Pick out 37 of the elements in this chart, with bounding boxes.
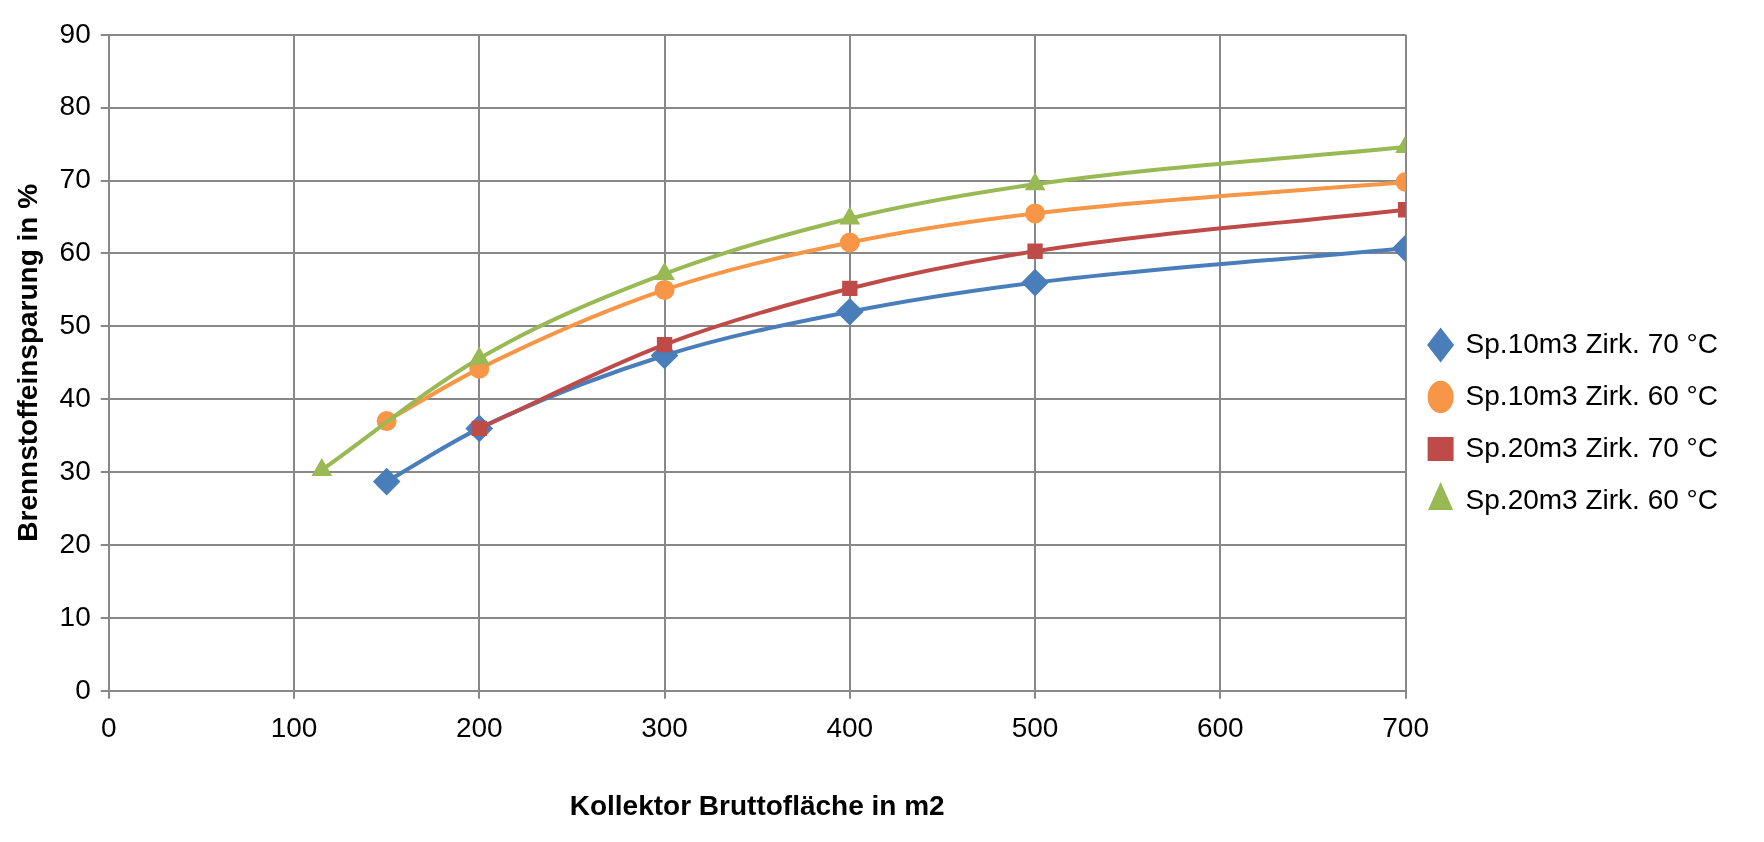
x-tick-label: 400 [826, 712, 874, 744]
point [1022, 269, 1049, 296]
point [1025, 203, 1046, 224]
x-tick-label: 0 [100, 712, 117, 744]
point [1026, 174, 1044, 191]
y-tick-label: 20 [59, 527, 91, 559]
y-tick-label: 10 [59, 600, 91, 632]
legend-label: Sp.10m3 Zirk. 60 °C [1465, 379, 1719, 411]
y-tick-label: 60 [59, 236, 91, 268]
legend-label: Sp.10m3 Zirk. 70 °C [1465, 327, 1719, 359]
y-axis-title: Brennstoffeinsparung in % [11, 183, 43, 542]
point [654, 279, 675, 300]
legend-label: Sp.20m3 Zirk. 60 °C [1465, 483, 1719, 515]
y-tick-label: 80 [59, 90, 91, 122]
point [839, 232, 860, 253]
x-tick-label: 500 [1011, 712, 1059, 744]
point [470, 348, 489, 365]
y-tick-label: 0 [75, 673, 91, 705]
x-axis-title: Kollektor Bruttofläche in m2 [569, 789, 945, 821]
y-tick-label: 70 [59, 163, 91, 195]
point [655, 263, 674, 280]
x-tick-label: 700 [1382, 712, 1429, 744]
point [656, 336, 673, 353]
x-tick-label: 600 [1196, 712, 1244, 744]
point [842, 280, 858, 297]
y-tick-label: 90 [59, 17, 91, 49]
x-tick-label: 100 [270, 712, 318, 744]
x-tick-label: 200 [455, 712, 503, 744]
y-tick-label: 50 [59, 309, 91, 341]
point [840, 208, 859, 225]
point [1027, 243, 1043, 259]
y-tick-label: 40 [59, 381, 91, 413]
x-tick-label: 300 [641, 712, 688, 744]
point [373, 468, 400, 495]
legend-label: Sp.20m3 Zirk. 70 °C [1465, 431, 1719, 463]
y-tick-label: 30 [59, 454, 91, 486]
point [836, 298, 863, 325]
